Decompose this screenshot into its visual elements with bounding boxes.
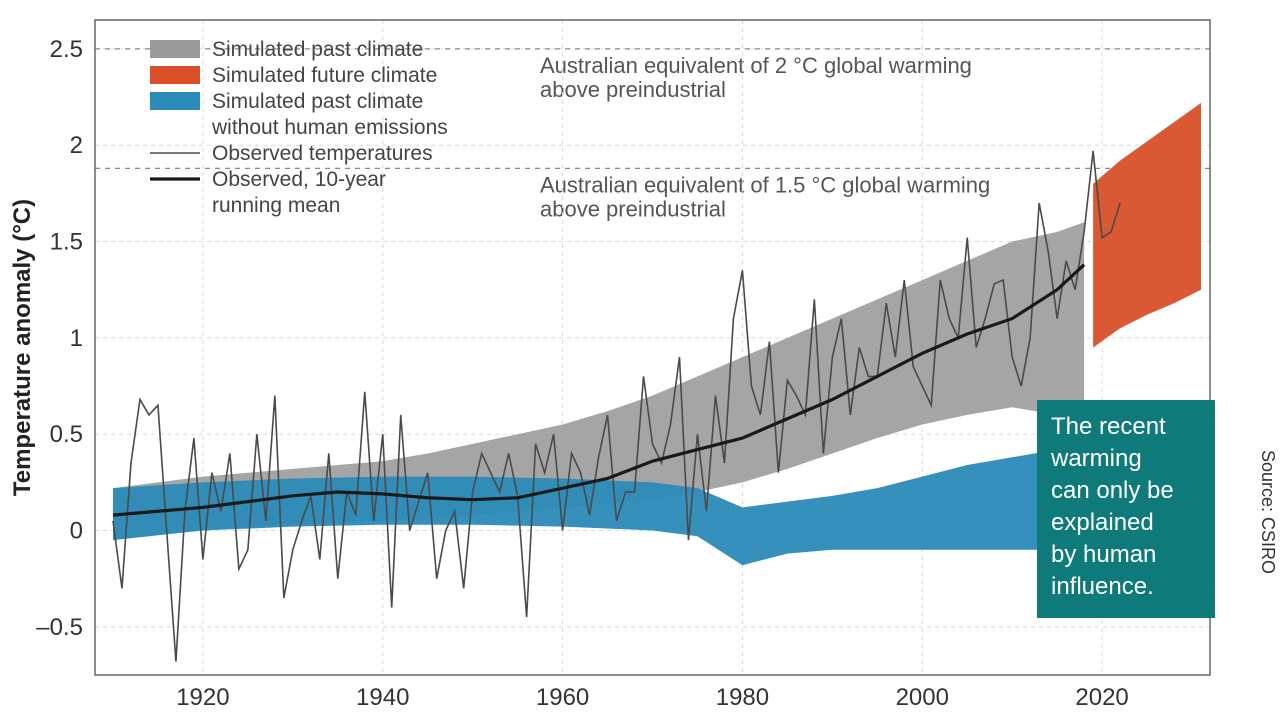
y-tick-label: 1	[70, 325, 83, 352]
legend-label: Simulated past climate	[212, 90, 423, 113]
callout-text: warming	[1050, 445, 1142, 472]
y-tick-label: –0.5	[36, 614, 83, 641]
source-credit: Source: CSIRO	[1258, 450, 1278, 574]
y-tick-label: 0	[70, 518, 83, 545]
reference-line-label: above preindustrial	[540, 77, 726, 102]
x-tick-label: 1960	[536, 684, 589, 711]
chart-svg: –0.5 0 0.5 1 1.5 2 2.5 Australian equivalent of…	[0, 0, 1280, 720]
legend-label: Observed, 10-year	[212, 168, 386, 191]
callout-text: explained	[1051, 509, 1154, 536]
reference-line-label: Australian equivalent of 2 °C global war…	[540, 53, 972, 78]
y-axis-label: Temperature anomaly (°C)	[9, 199, 36, 496]
reference-line-label: above preindustrial	[540, 196, 726, 221]
callout-text: The recent	[1051, 413, 1166, 440]
x-tick-label: 2020	[1075, 684, 1128, 711]
climate-chart: –0.5 0 0.5 1 1.5 2 2.5 Australian equivalent of…	[0, 0, 1280, 720]
y-tick-label: 0.5	[50, 421, 83, 448]
legend-label: Observed temperatures	[212, 142, 433, 165]
legend-label: without human emissions	[211, 116, 448, 139]
x-tick-label: 1920	[176, 684, 229, 711]
callout-text: by human	[1051, 541, 1156, 568]
callout-text: can only be	[1051, 477, 1174, 504]
y-tick-label: 1.5	[50, 229, 83, 256]
x-tick-label: 1980	[716, 684, 769, 711]
x-tick-label: 1940	[356, 684, 409, 711]
legend-label: Simulated past climate	[212, 38, 423, 61]
reference-line-label: Australian equivalent of 1.5 °C global w…	[540, 172, 990, 197]
legend-label: Simulated future climate	[212, 64, 437, 87]
legend-label: running mean	[212, 194, 340, 217]
y-tick-label: 2.5	[50, 36, 83, 63]
x-tick-label: 2000	[896, 684, 949, 711]
y-tick-label: 2	[70, 132, 83, 159]
callout-text: influence.	[1051, 573, 1154, 600]
